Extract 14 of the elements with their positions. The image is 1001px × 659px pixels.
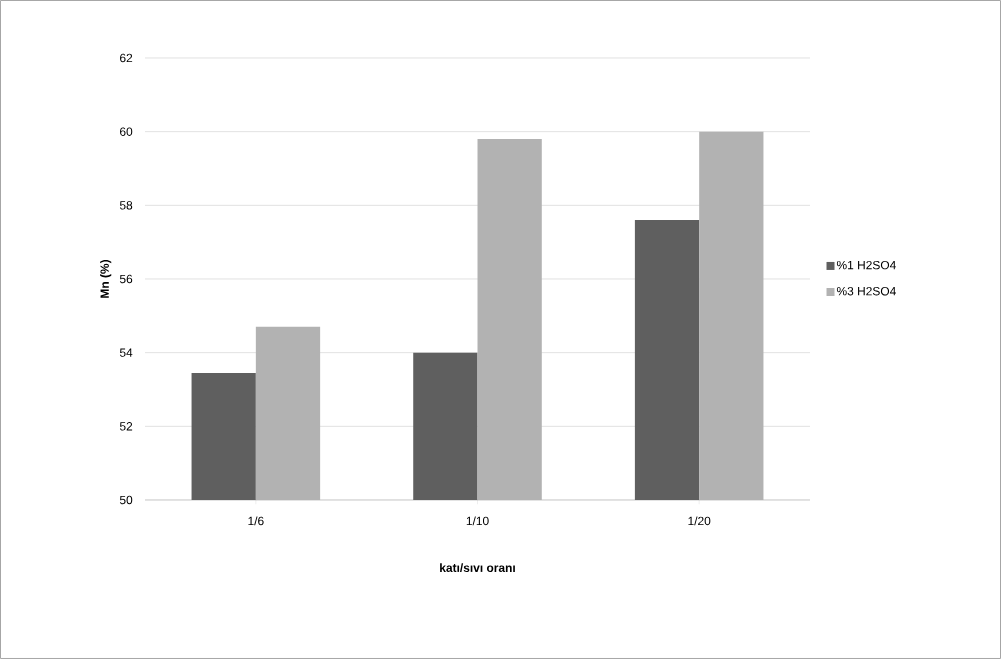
legend-label: %3 H2SO4 — [836, 286, 896, 296]
y-tick-label: 52 — [119, 422, 133, 431]
y-tick-label: 50 — [119, 495, 133, 505]
y-tick-label: 54 — [119, 348, 133, 357]
x-tick-label: 1/10 — [466, 516, 489, 526]
y-tick-label: 60 — [120, 127, 133, 136]
y-axis-title: Mn (%) — [100, 260, 112, 298]
y-tick-label: 56 — [119, 274, 133, 284]
y-tick-label: 58 — [119, 201, 133, 210]
legend-label: %1 H2SO4 — [836, 260, 896, 270]
x-tick-label: 1/20 — [688, 516, 711, 526]
y-tick-label: 62 — [120, 53, 133, 63]
x-tick-label: 1/6 — [248, 516, 264, 526]
x-axis-title: katı/sıvı oranı — [440, 563, 515, 573]
